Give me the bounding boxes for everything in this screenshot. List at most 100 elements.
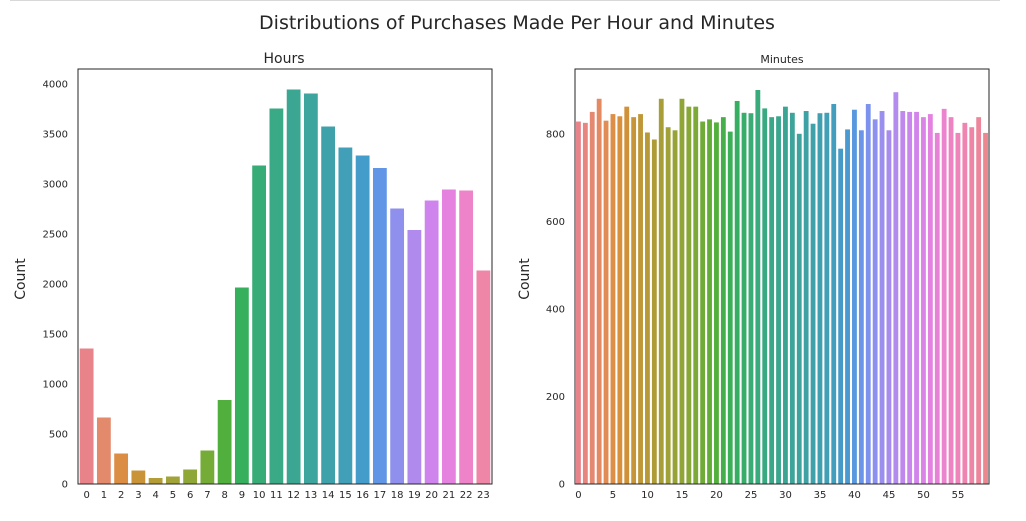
minutes-bar-3 [596, 98, 602, 485]
hours-bar-21 [441, 189, 456, 484]
figure-suptitle: Distributions of Purchases Made Per Hour… [259, 12, 775, 34]
minutes-bar-8 [631, 117, 637, 485]
minutes-bar-31 [789, 112, 795, 484]
top-divider-line [10, 0, 1000, 1]
hours-bar-9 [234, 287, 249, 484]
hours-x-ticks: 0 1 2 3 4 5 6 7 8 9 10 11 12 13 14 15 16 17 18 19 20 21 22 23 [83, 490, 489, 501]
hours-x-tick-label: 15 [339, 490, 352, 501]
minutes-bar-18 [700, 121, 706, 484]
minutes-bar-1 [582, 122, 588, 484]
hours-bar-3 [131, 470, 146, 484]
hours-x-tick-label: 21 [443, 490, 456, 501]
minutes-bar-45 [886, 130, 892, 485]
minutes-bar-19 [707, 119, 712, 484]
hours-bar-1 [96, 417, 111, 484]
hours-y-tick-label: 4000 [43, 80, 68, 91]
hours-x-tick-label: 10 [253, 490, 266, 501]
minutes-bar-11 [651, 139, 657, 485]
hours-x-tick-label: 16 [356, 490, 369, 501]
hours-bar-14 [321, 126, 336, 484]
hours-bar-19 [407, 230, 422, 484]
minutes-x-tick-label: 5 [610, 490, 616, 501]
minutes-bar-5 [610, 114, 616, 484]
hours-x-tick-label: 20 [425, 490, 438, 501]
hours-x-tick-label: 2 [118, 490, 124, 501]
hours-x-tick-label: 5 [170, 490, 176, 501]
hours-y-axis-label: Count [13, 258, 29, 300]
minutes-y-tick-label: 800 [546, 129, 565, 140]
minutes-bar-37 [831, 104, 837, 485]
hours-bar-11 [269, 108, 284, 484]
hours-x-tick-label: 23 [477, 490, 490, 501]
minutes-x-tick-label: 25 [745, 490, 758, 501]
hours-x-tick-label: 4 [152, 490, 158, 501]
hours-bar-15 [338, 147, 353, 484]
minutes-bar-0 [576, 121, 581, 484]
minutes-bar-43 [872, 119, 878, 484]
hours-y-tick-label: 2500 [43, 230, 68, 241]
minutes-bar-36 [824, 112, 830, 484]
hours-axes-frame [77, 68, 493, 485]
minutes-bar-17 [693, 106, 699, 485]
minutes-y-tick-label: 600 [546, 217, 565, 228]
minutes-bar-40 [852, 109, 857, 485]
minutes-bar-51 [927, 114, 933, 484]
minutes-bar-58 [976, 117, 982, 485]
minutes-bar-57 [969, 127, 975, 484]
hours-y-tick-label: 3500 [43, 130, 68, 141]
minutes-bar-28 [769, 117, 775, 485]
minutes-bar-6 [617, 116, 623, 484]
hours-bar-17 [372, 168, 387, 484]
minutes-bar-59 [983, 132, 988, 484]
minutes-x-tick-label: 10 [641, 490, 654, 501]
minutes-bar-29 [776, 116, 781, 484]
minutes-bar-30 [783, 106, 788, 485]
hours-y-tick-label: 1000 [43, 380, 68, 391]
minutes-bar-10 [645, 132, 650, 485]
hours-bar-22 [459, 190, 474, 484]
minutes-bar-49 [914, 111, 919, 485]
hours-x-tick-label: 7 [204, 490, 210, 501]
minutes-y-tick-label: 0 [559, 480, 565, 491]
hours-bar-2 [114, 453, 129, 484]
hours-x-tick-label: 9 [239, 490, 245, 501]
hours-x-tick-label: 18 [391, 490, 404, 501]
hours-x-tick-label: 0 [83, 490, 89, 501]
hours-bar-18 [390, 208, 405, 484]
hours-bar-8 [217, 400, 232, 484]
minutes-bar-4 [603, 120, 609, 484]
hours-bar-23 [476, 270, 491, 484]
minutes-bar-44 [879, 111, 885, 484]
minutes-y-tick-label: 400 [546, 304, 565, 315]
minutes-bar-26 [755, 90, 761, 484]
minutes-bar-42 [865, 104, 871, 485]
hours-bar-10 [252, 165, 267, 484]
minutes-chart-panel: Minutes Count 0 200 400 600 800 0 5 10 15 20 25 30… [517, 53, 990, 501]
hours-bar-6 [183, 469, 198, 484]
minutes-bar-46 [893, 92, 899, 484]
hours-x-tick-label: 8 [221, 490, 227, 501]
minutes-bar-15 [679, 98, 685, 485]
minutes-bar-21 [720, 117, 726, 485]
minutes-chart-title: Minutes [760, 53, 804, 66]
minutes-bar-7 [624, 106, 630, 485]
minutes-bar-16 [686, 106, 692, 485]
minutes-bar-20 [714, 122, 719, 484]
minutes-x-ticks: 0 5 10 15 20 25 30 35 40 45 50 55 [575, 490, 964, 501]
minutes-y-axis-label: Count [517, 258, 533, 300]
hours-y-tick-label: 2000 [43, 280, 68, 291]
minutes-x-tick-label: 40 [848, 490, 861, 501]
hours-y-tick-label: 1500 [43, 330, 68, 341]
minutes-bar-25 [748, 113, 754, 485]
hours-bar-13 [303, 93, 318, 484]
minutes-bar-55 [955, 132, 961, 484]
minutes-bar-56 [962, 122, 968, 484]
hours-bar-5 [165, 476, 180, 484]
minutes-x-tick-label: 30 [779, 490, 792, 501]
hours-bar-20 [424, 200, 439, 484]
minutes-bar-35 [817, 113, 823, 485]
hours-bars [79, 89, 491, 484]
minutes-bar-47 [900, 111, 906, 484]
minutes-bar-53 [941, 108, 947, 484]
